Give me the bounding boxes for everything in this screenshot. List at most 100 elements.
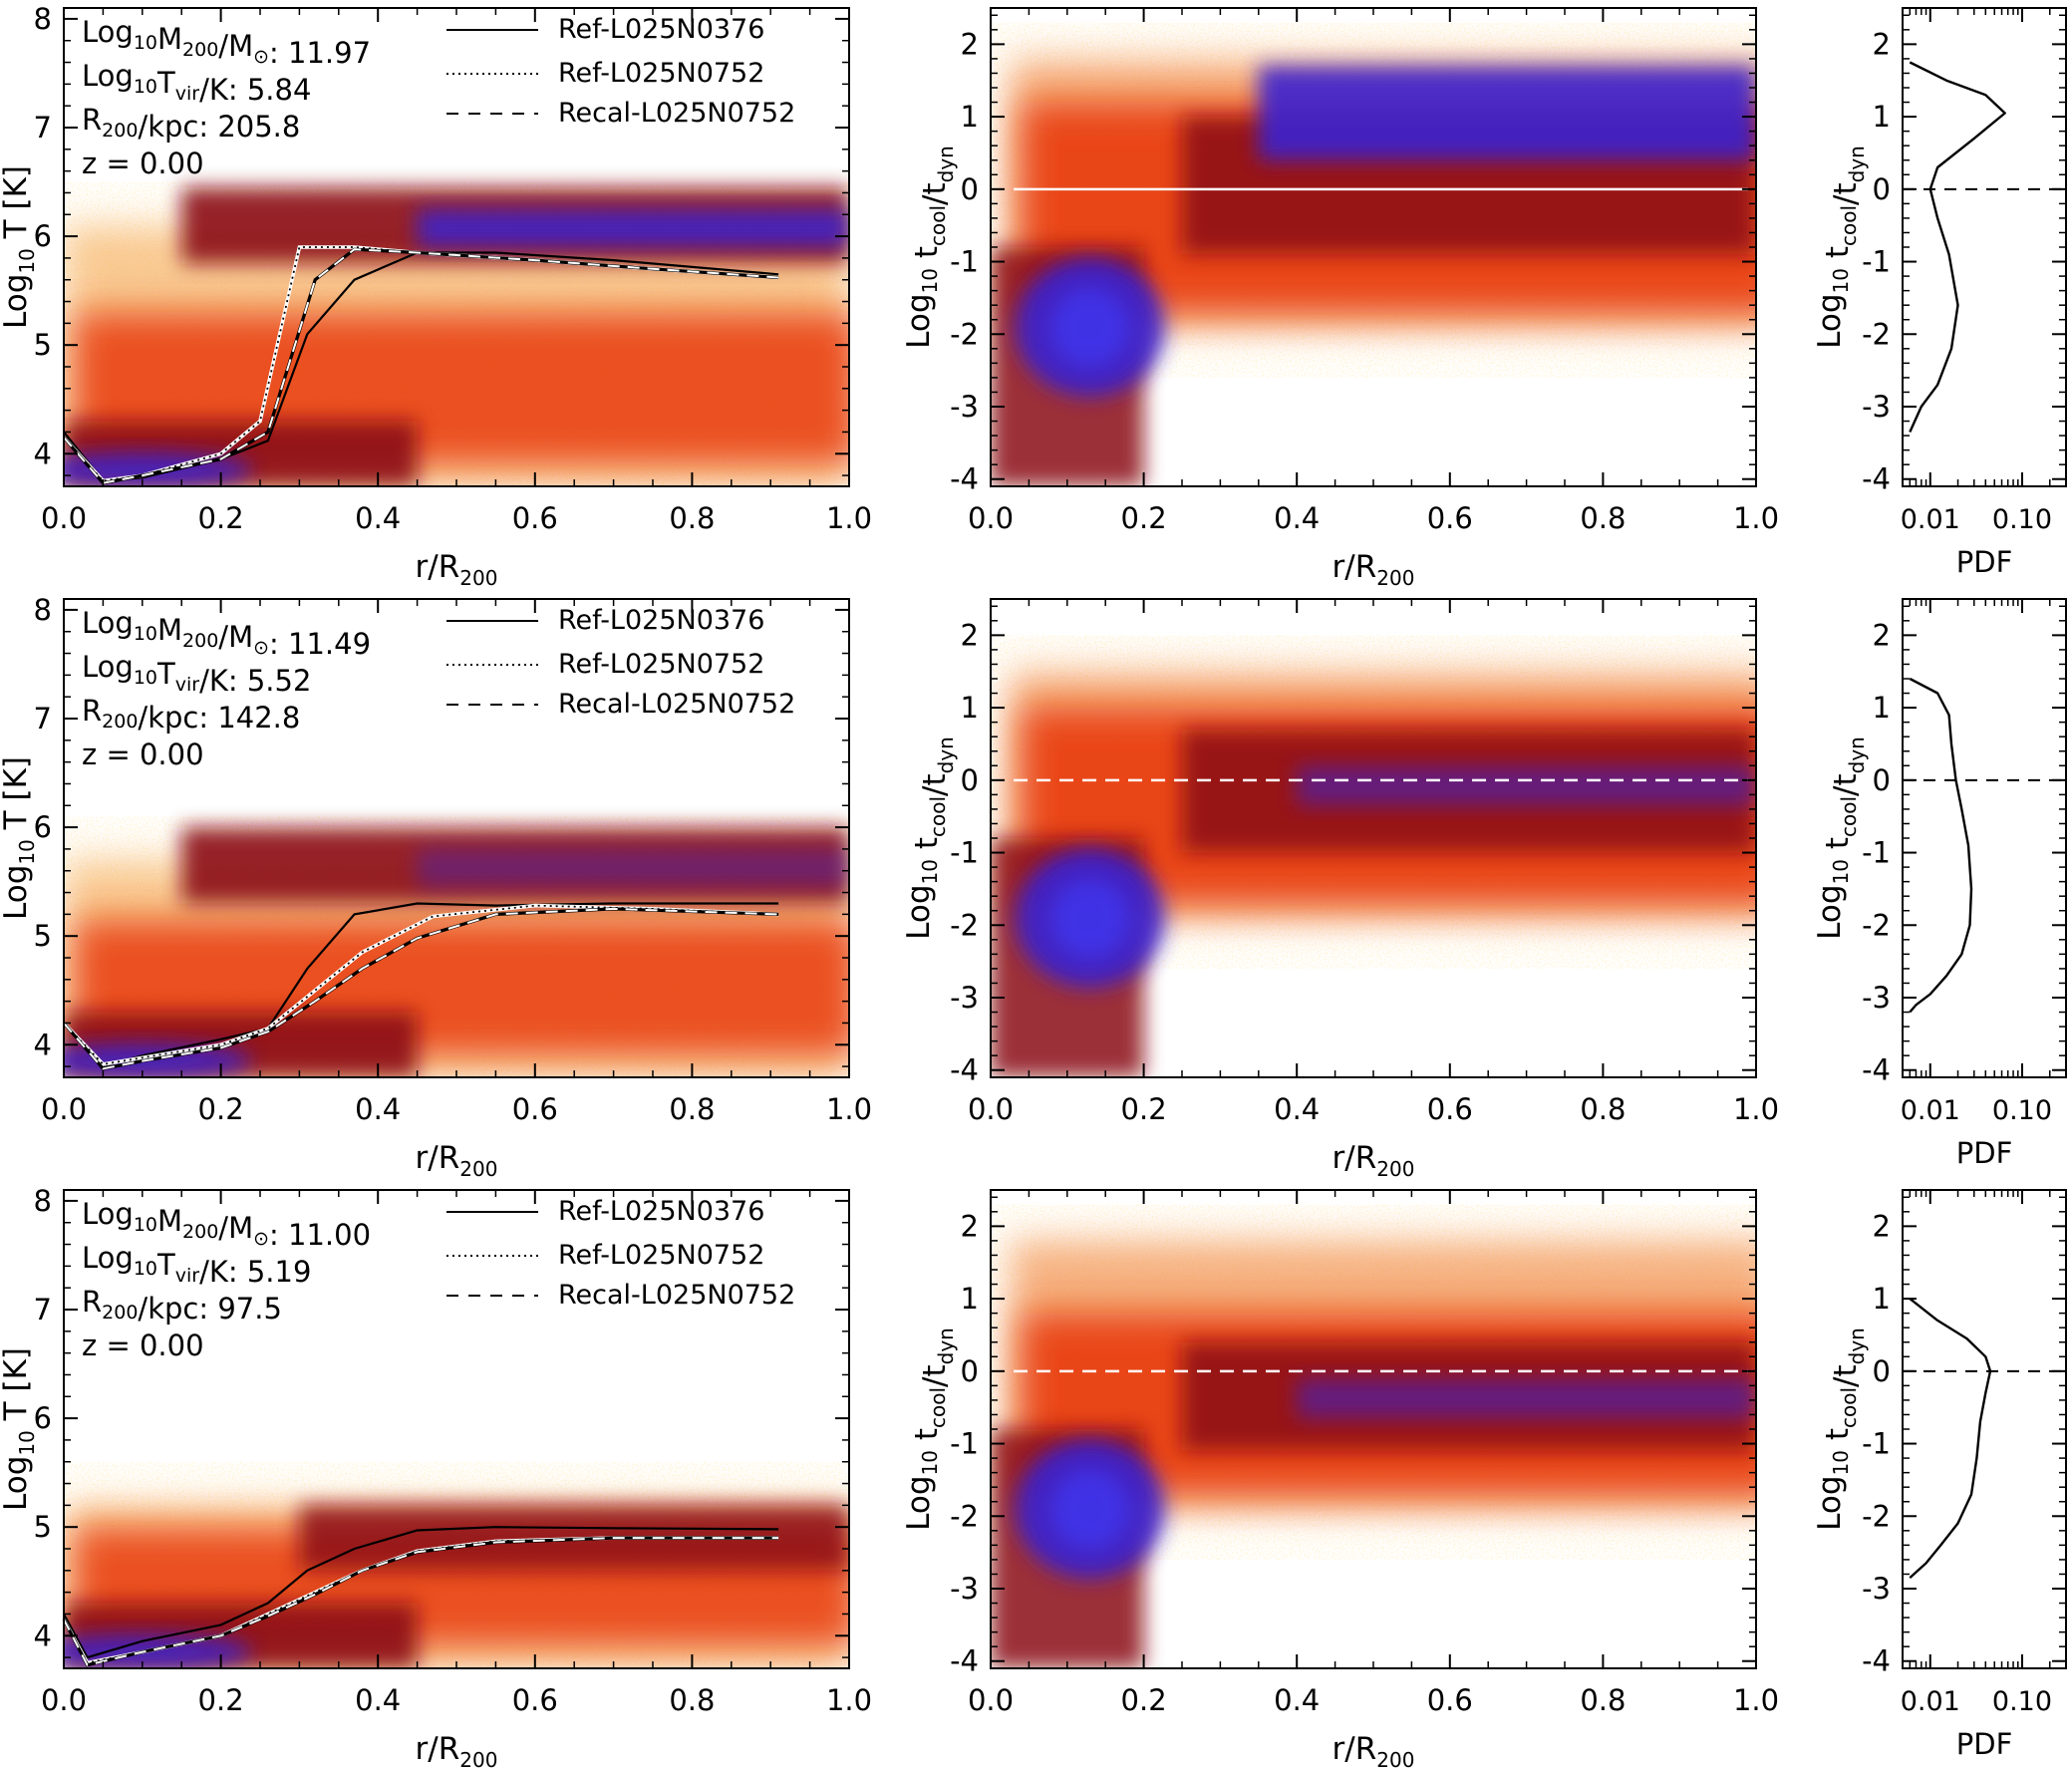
temperature-xtick-label: 0.8 bbox=[669, 1092, 715, 1126]
series-line-recal-l025n0752 bbox=[63, 1537, 779, 1666]
heatmap-hot-peak bbox=[417, 848, 849, 888]
annotation-tvir: Log10Tvir/K: 5.19Log10Tvir/K: bbox=[82, 1241, 311, 1289]
pdf-axes-frame bbox=[1902, 7, 2067, 487]
tcool-ytick-label: -1 bbox=[950, 1427, 979, 1461]
annotation-tvir-value: 5.19 bbox=[247, 1255, 312, 1289]
temperature-xtick-label: 1.0 bbox=[826, 501, 872, 535]
temperature-xtick-label: 0.8 bbox=[669, 501, 715, 535]
temperature-xtick-label: 0.4 bbox=[355, 1092, 401, 1126]
pdf-ytick-label: 2 bbox=[1873, 618, 1891, 652]
pdf-ytick-label: -1 bbox=[1862, 245, 1891, 279]
annotation-r200-value: 97.5 bbox=[217, 1292, 282, 1326]
tcool-ytick-label: -4 bbox=[950, 462, 979, 496]
temperature-xtick-label: 0.2 bbox=[198, 1092, 244, 1126]
temperature-ytick-label: 4 bbox=[34, 1028, 52, 1061]
tcool-xlabel: r/R200 bbox=[1332, 549, 1415, 590]
annotation-r200: R200/kpc: 97.5R200/kpc: bbox=[82, 1285, 282, 1326]
pdf-xtick-label: 0.01 bbox=[1901, 1686, 1960, 1717]
pdf-axes-frame bbox=[1902, 1189, 2067, 1669]
pdf-ytick-label: -4 bbox=[1862, 1644, 1891, 1678]
pdf-ytick-label: -2 bbox=[1862, 908, 1891, 942]
panel-row-1: 0.0 0.2 0.4 0.6 0.8 1.0 4 5 6 7 8 Log10 T [K] r/R200… bbox=[0, 2, 2067, 590]
heatmap-upper-peak bbox=[1297, 765, 1756, 806]
pdf-ytick-label: -2 bbox=[1862, 317, 1891, 351]
pdf-xlabel: PDF bbox=[1956, 1727, 2013, 1761]
pdf-ytick-label: -3 bbox=[1862, 1572, 1891, 1606]
pdf-ylabel: Log10 tcool/tdyn bbox=[1812, 737, 1869, 940]
temperature-panel: 0.0 0.2 0.4 0.6 0.8 1.0 4 5 6 7 8 Log10 T [K] r/R200… bbox=[0, 593, 872, 1181]
tcool-xtick-label: 0.2 bbox=[1121, 501, 1167, 535]
tcool-ytick-label: -3 bbox=[950, 981, 979, 1015]
tcool-ytick-label: 0 bbox=[961, 172, 979, 206]
pdf-ytick-label: -3 bbox=[1862, 390, 1891, 424]
pdf-axes-frame bbox=[1902, 598, 2067, 1078]
tcool-xtick-label: 1.0 bbox=[1733, 501, 1779, 535]
pdf-ylabel: Log10 tcool/tdyn bbox=[1812, 146, 1869, 349]
annotation-r200-value: 205.8 bbox=[217, 110, 300, 144]
tcool-xtick-label: 1.0 bbox=[1733, 1092, 1779, 1126]
temperature-xtick-label: 0.2 bbox=[198, 1683, 244, 1717]
annotation-redshift: z = 0.00 bbox=[82, 147, 204, 180]
tcool-ytick-label: 2 bbox=[961, 1209, 979, 1243]
tcool-ytick-label: -3 bbox=[950, 390, 979, 424]
series-line-recal-l025n0752 bbox=[63, 907, 779, 1070]
temperature-panel: 0.0 0.2 0.4 0.6 0.8 1.0 4 5 6 7 8 Log10 T [K] r/R200… bbox=[0, 1184, 872, 1771]
pdf-ytick-label: 1 bbox=[1873, 691, 1891, 725]
tcool-xtick-label: 0.2 bbox=[1121, 1683, 1167, 1717]
temperature-xtick-label: 0.0 bbox=[41, 1092, 87, 1126]
tcool-xtick-label: 0.0 bbox=[968, 1092, 1014, 1126]
heatmap-inner-peak-core bbox=[1049, 878, 1130, 958]
pdf-xtick-label: 0.01 bbox=[1901, 504, 1960, 535]
annotation-r200: R200/kpc: 142.8R200/kpc: bbox=[82, 694, 300, 735]
tcool-ylabel: Log10 tcool/tdyn bbox=[901, 146, 958, 349]
tcool-ytick-label: -4 bbox=[950, 1053, 979, 1087]
pdf-xlabel: PDF bbox=[1956, 1136, 2013, 1170]
tcool-ytick-label: -1 bbox=[950, 836, 979, 870]
heatmap-inner-peak-core bbox=[1049, 1469, 1130, 1549]
temperature-ylabel: Log10 T [K] bbox=[0, 756, 39, 920]
tcool-ytick-label: -2 bbox=[950, 1499, 979, 1533]
tcool-ytick-label: -2 bbox=[950, 908, 979, 942]
temperature-ytick-label: 4 bbox=[34, 437, 52, 470]
annotation-mass: Log10M200/M⊙: 11.97Log10M200/M⊙: bbox=[82, 15, 371, 70]
tcool-xtick-label: 0.4 bbox=[1274, 501, 1320, 535]
legend-label-solid: Ref-L025N0376 bbox=[558, 1196, 764, 1227]
tcool-heatmap bbox=[991, 635, 1756, 1077]
legend-label-dashed: Recal-L025N0752 bbox=[558, 98, 795, 129]
panel-row-3: 0.0 0.2 0.4 0.6 0.8 1.0 4 5 6 7 8 Log10 T [K] r/R200… bbox=[0, 1184, 2067, 1771]
tcool-ytick-label: -1 bbox=[950, 245, 979, 279]
series-line-ref-l025n0752 bbox=[63, 904, 779, 1065]
legend-label-dashed: Recal-L025N0752 bbox=[558, 689, 795, 720]
legend: Ref-L025N0376 Ref-L025N0752 Recal-L025N075… bbox=[446, 605, 795, 720]
tcool-panel: 0.0 0.2 0.4 0.6 0.8 1.0 -4 -3 -2 -1 0 1 2 Log10 tcool… bbox=[901, 1189, 1779, 1771]
tcool-ytick-label: 1 bbox=[961, 100, 979, 134]
temperature-xtick-label: 1.0 bbox=[826, 1092, 872, 1126]
temperature-ytick-label: 4 bbox=[34, 1619, 52, 1652]
annotation-redshift: z = 0.00 bbox=[82, 1328, 204, 1362]
pdf-ytick-label: -2 bbox=[1862, 1499, 1891, 1533]
legend-label-dotted: Ref-L025N0752 bbox=[558, 58, 764, 89]
temperature-xtick-label: 0.2 bbox=[198, 501, 244, 535]
pdf-curve bbox=[1909, 1298, 1992, 1579]
temperature-panel: 0.0 0.2 0.4 0.6 0.8 1.0 4 5 6 7 8 Log10 T [K] r/R200… bbox=[0, 2, 872, 590]
tcool-ytick-label: -2 bbox=[950, 317, 979, 351]
tcool-ytick-label: 0 bbox=[961, 1354, 979, 1388]
legend-label-dotted: Ref-L025N0752 bbox=[558, 1240, 764, 1271]
temperature-xtick-label: 0.6 bbox=[512, 1092, 558, 1126]
temperature-xtick-label: 0.0 bbox=[41, 501, 87, 535]
tcool-ylabel: Log10 tcool/tdyn bbox=[901, 1328, 958, 1531]
annotation-tvir: Log10Tvir/K: 5.84Log10Tvir/K: bbox=[82, 59, 311, 107]
tcool-ytick-label: 2 bbox=[961, 618, 979, 652]
pdf-xtick-label: 0.01 bbox=[1901, 1095, 1960, 1126]
heatmap-inner-peak-core bbox=[1049, 287, 1130, 367]
tcool-xtick-label: 0.6 bbox=[1427, 1092, 1473, 1126]
pdf-panel: 0.01 0.10 -4 -3 -2 -1 0 1 2 Log10 tcool/tdyn PDF bbox=[1812, 1189, 2067, 1761]
legend-label-solid: Ref-L025N0376 bbox=[558, 14, 764, 45]
temperature-xlabel: r/R200 bbox=[416, 1731, 498, 1771]
pdf-panel: 0.01 0.10 -4 -3 -2 -1 0 1 2 Log10 tcool/tdyn PDF bbox=[1812, 7, 2067, 579]
annotation-redshift: z = 0.00 bbox=[82, 738, 204, 771]
annotation-mass-value: 11.97 bbox=[288, 36, 371, 70]
